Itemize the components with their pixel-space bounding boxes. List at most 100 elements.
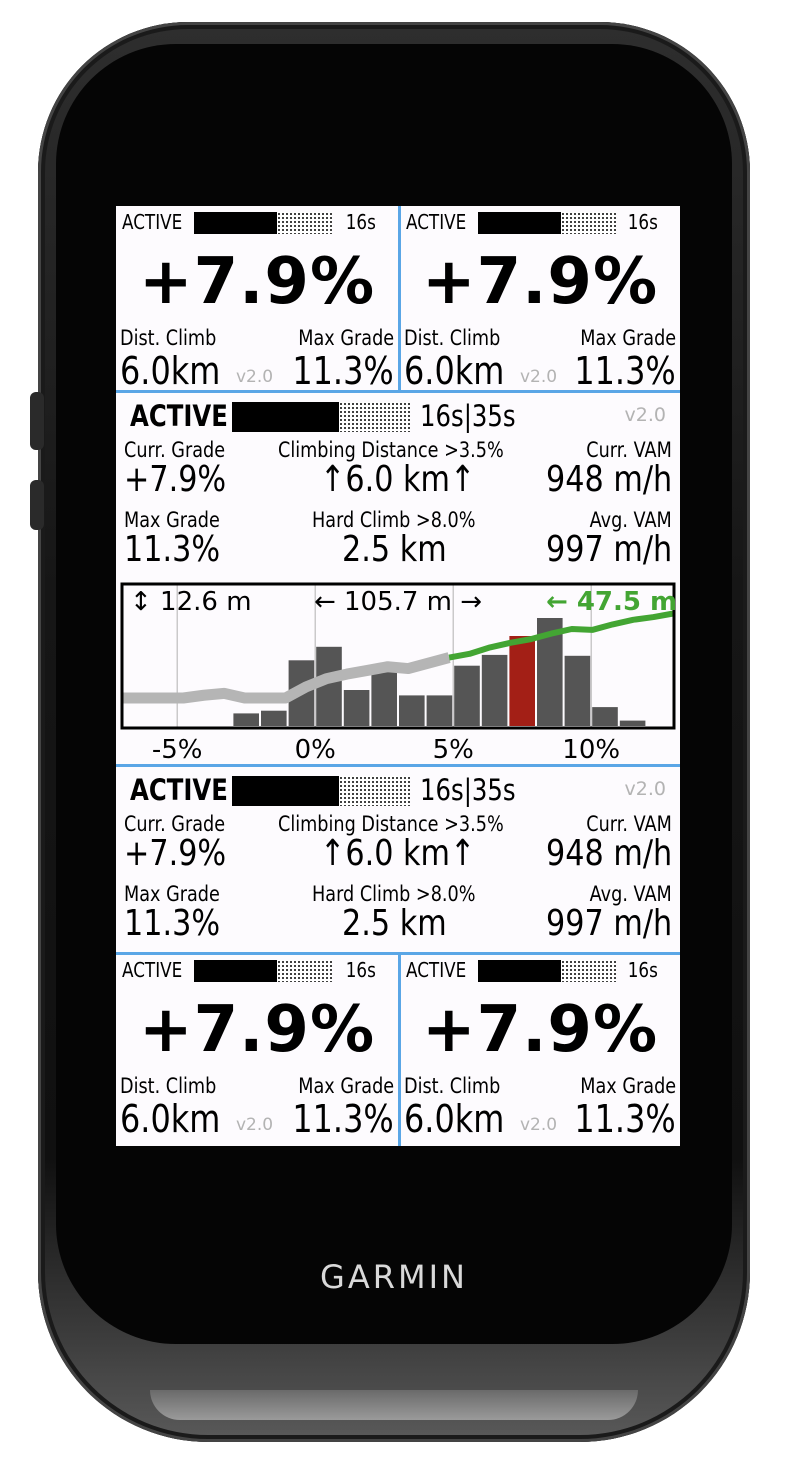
max-grade-value: 11.3% xyxy=(124,903,221,944)
dist-climb-value: 6.0km xyxy=(120,349,221,393)
max-grade-label: Max Grade xyxy=(298,1074,394,1098)
timer-bar-remaining xyxy=(277,212,332,234)
small-field-bottom-right[interactable]: ACTIVE 16s +7.9% Dist. Climb Max Grade 6.0km v… xyxy=(400,954,680,1141)
grade-bar xyxy=(592,707,618,726)
dist-climb-label: Dist. Climb xyxy=(404,326,501,350)
timer-value: 16s xyxy=(627,210,658,234)
separator-vertical-bottom xyxy=(398,954,401,1146)
separator-horizontal-1 xyxy=(116,764,680,767)
separator-horizontal-2 xyxy=(116,952,680,955)
curr-grade-value: +7.9% xyxy=(124,459,227,500)
status-label: ACTIVE xyxy=(122,958,183,982)
timer-value: 16s xyxy=(345,210,376,234)
avg-vam-label: Avg. VAM xyxy=(589,508,672,532)
climb-distance-label: ← 47.5 m xyxy=(546,587,677,617)
small-field-bottom-left[interactable]: ACTIVE 16s +7.9% Dist. Climb Max Grade 6.0km v… xyxy=(116,954,398,1141)
separator-horizontal-0 xyxy=(116,390,680,393)
hard-climb-label: Hard Climb >8.0% xyxy=(312,508,476,532)
timer-value: 16s|35s xyxy=(420,399,516,433)
timer-bar-remaining xyxy=(339,402,410,432)
grade-value: +7.9% xyxy=(421,245,659,319)
device-screen: ACTIVE 16s +7.9% Dist. Climb Max Grade 6.0km v… xyxy=(116,206,680,1146)
max-grade-value: 11.3% xyxy=(574,349,676,393)
hard-climb-value: 2.5 km xyxy=(342,903,447,944)
elevation-gain-label: ↕ 12.6 m xyxy=(130,587,252,617)
curr-grade-value: +7.9% xyxy=(124,833,227,874)
separator-vertical-top xyxy=(398,206,401,390)
status-label: ACTIVE xyxy=(130,399,228,433)
timer-bar-elapsed xyxy=(232,776,339,806)
timer-bar-elapsed xyxy=(478,212,561,234)
hard-climb-value: 2.5 km xyxy=(342,529,447,570)
x-tick-label: 5% xyxy=(433,735,474,762)
chart-frame xyxy=(120,582,676,730)
grade-bar xyxy=(619,720,646,726)
distance-label: ← 105.7 m → xyxy=(314,587,482,617)
max-grade-value: 11.3% xyxy=(292,1097,394,1141)
status-label: ACTIVE xyxy=(122,210,183,234)
dist-climb-value: 6.0km xyxy=(404,1097,505,1141)
grade-bar xyxy=(233,713,259,726)
grade-value: +7.9% xyxy=(421,993,659,1067)
max-grade-value: 11.3% xyxy=(124,529,221,570)
version-label: v2.0 xyxy=(624,778,666,800)
status-label: ACTIVE xyxy=(130,773,228,807)
current-grade-bar xyxy=(509,636,535,726)
version-label: v2.0 xyxy=(236,1115,274,1135)
climbing-distance-value: ↑6.0 km↑ xyxy=(320,833,476,874)
elevation-profile-line xyxy=(122,652,451,704)
brand-logo: GARMIN xyxy=(320,1258,468,1296)
x-tick-label: 10% xyxy=(562,735,620,762)
side-button-lower[interactable] xyxy=(30,480,44,530)
timer-value: 16s|35s xyxy=(420,773,516,807)
max-grade-label: Max Grade xyxy=(124,882,220,906)
max-grade-label: Max Grade xyxy=(298,326,394,350)
grade-bar xyxy=(399,695,425,726)
avg-vam-value: 997 m/h xyxy=(545,903,672,944)
climbing-distance-value: ↑6.0 km↑ xyxy=(320,459,476,500)
dist-climb-value: 6.0km xyxy=(120,1097,221,1141)
timer-bar-remaining xyxy=(339,776,410,806)
wide-field-bottom[interactable]: ACTIVE 16s|35s v2.0 Curr. Grade Climbing Dis… xyxy=(116,764,680,942)
version-label: v2.0 xyxy=(520,367,558,387)
climbing-distance-label: Climbing Distance >3.5% xyxy=(278,438,504,462)
curr-vam-value: 948 m/h xyxy=(545,833,672,874)
dist-climb-value: 6.0km xyxy=(404,349,505,393)
version-label: v2.0 xyxy=(236,367,274,387)
avg-vam-label: Avg. VAM xyxy=(589,882,672,906)
dist-climb-label: Dist. Climb xyxy=(120,1074,217,1098)
hard-climb-label: Hard Climb >8.0% xyxy=(312,882,476,906)
grade-bar xyxy=(454,665,480,726)
version-label: v2.0 xyxy=(624,404,666,426)
max-grade-label: Max Grade xyxy=(580,1074,676,1098)
climbing-distance-label: Climbing Distance >3.5% xyxy=(278,812,504,836)
timer-bar-remaining xyxy=(561,960,616,982)
grade-bar xyxy=(261,710,287,726)
curr-vam-label: Curr. VAM xyxy=(586,438,672,462)
x-tick-label: 0% xyxy=(295,735,336,762)
grade-histogram-chart: ↕ 12.6 m ← 105.7 m → ← 47.5 m -5% 0% 5% 10% xyxy=(120,582,677,762)
timer-value: 16s xyxy=(345,958,376,982)
grade-bar xyxy=(481,654,508,726)
timer-bar-remaining xyxy=(561,212,616,234)
dist-climb-label: Dist. Climb xyxy=(120,326,217,350)
curr-grade-label: Curr. Grade xyxy=(124,812,226,836)
small-field-top-right[interactable]: ACTIVE 16s +7.9% Dist. Climb Max Grade 6.0km v… xyxy=(400,206,680,393)
max-grade-value: 11.3% xyxy=(574,1097,676,1141)
avg-vam-value: 997 m/h xyxy=(545,529,672,570)
grade-bar xyxy=(371,665,397,726)
climb-profile-line xyxy=(448,610,675,661)
max-grade-label: Max Grade xyxy=(124,508,220,532)
curr-grade-label: Curr. Grade xyxy=(124,438,226,462)
grade-bar xyxy=(426,695,453,726)
grade-bar xyxy=(343,690,370,726)
wide-field-top[interactable]: ACTIVE 16s|35s v2.0 Curr. Grade Climbing Dis… xyxy=(116,390,680,568)
small-field-top-left[interactable]: ACTIVE 16s +7.9% Dist. Climb Max Grade 6.0km v… xyxy=(116,206,398,393)
timer-value: 16s xyxy=(627,958,658,982)
side-button-upper[interactable] xyxy=(30,392,44,450)
curr-vam-label: Curr. VAM xyxy=(586,812,672,836)
curr-vam-value: 948 m/h xyxy=(545,459,672,500)
grade-value: +7.9% xyxy=(138,245,376,319)
timer-bar-elapsed xyxy=(194,212,277,234)
x-tick-label: -5% xyxy=(152,735,203,762)
